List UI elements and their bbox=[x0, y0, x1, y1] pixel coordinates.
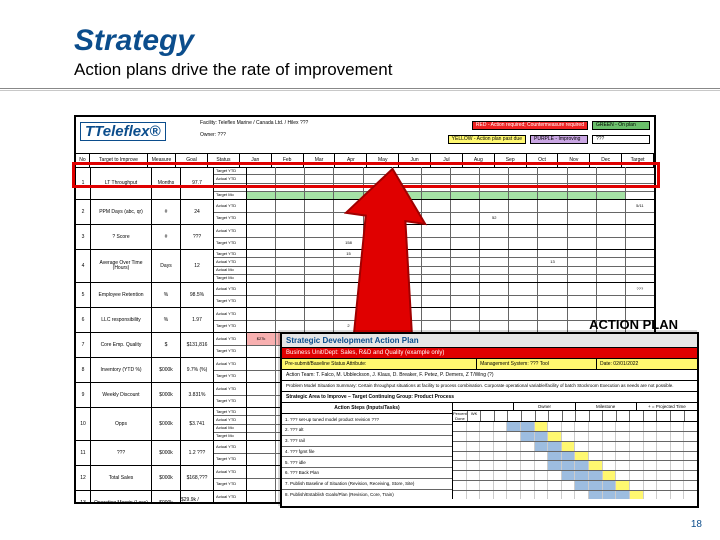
ap-gantt-hdr2: Percent DoneWK bbox=[453, 411, 697, 422]
ap-gantt-hdr1: OwnerMilestone+ = Projected Time bbox=[453, 403, 697, 411]
legend-row-1: RED - Action required; Countermeasure re… bbox=[472, 121, 650, 130]
table-row: 1LT ThroughputMonths97.7Target YTDActual… bbox=[76, 167, 654, 200]
logo: T Teleflex ® bbox=[80, 121, 166, 142]
month-cell: Jan bbox=[240, 153, 272, 167]
ap-status: Pre-submit/Baseline Status Attribute: bbox=[282, 359, 477, 369]
ap-step: 8. Publish/Establish Goals/Plan (Revisio… bbox=[282, 490, 452, 500]
hdr-goal: Goal bbox=[176, 153, 208, 167]
action-plan-panel: Strategic Development Action Plan Busine… bbox=[280, 332, 699, 508]
month-cell: Nov bbox=[558, 153, 590, 167]
month-left-hdr: No Target to Improve Measure Goal bbox=[76, 153, 208, 167]
month-cell: Sep bbox=[495, 153, 527, 167]
legend-yellow: YELLOW - Action plan past due bbox=[448, 135, 526, 144]
ap-step: 4. ??? fgmt file bbox=[282, 447, 452, 458]
month-cell: May bbox=[367, 153, 399, 167]
divider-2 bbox=[0, 90, 720, 91]
month-cell: Apr bbox=[335, 153, 367, 167]
hdr-measure: Measure bbox=[148, 153, 176, 167]
month-cell: Status bbox=[208, 153, 240, 167]
slide-subtitle: Action plans drive the rate of improveme… bbox=[74, 60, 392, 80]
ap-step: 2. ??? alt bbox=[282, 425, 452, 436]
action-plan-gantt: Action Steps (Inputs/Tasks) 1. ??? set-u… bbox=[282, 403, 697, 499]
page-number: 18 bbox=[691, 519, 702, 530]
legend-green: GREEN - On plan bbox=[592, 121, 650, 130]
ap-steps-list: 1. ??? set-up tuned model product revisi… bbox=[282, 414, 452, 499]
divider-1 bbox=[0, 88, 720, 89]
month-cell: Jul bbox=[431, 153, 463, 167]
action-plan-label: ACTION PLAN bbox=[589, 317, 678, 332]
ap-system: Management System: ??? Tool bbox=[477, 359, 597, 369]
scorecard-month-header: No Target to Improve Measure Goal Status… bbox=[76, 153, 654, 168]
table-row: 6LLC responsibility%1.97Actual YTDTarget… bbox=[76, 308, 654, 333]
action-plan-problem: Problem Model Situation Summary: Certain… bbox=[282, 381, 697, 392]
month-cell: Feb bbox=[272, 153, 304, 167]
action-plan-title: Strategic Development Action Plan bbox=[282, 334, 697, 348]
facility-label: Facility: Teleflex Marine / Canada Ltd. … bbox=[200, 121, 308, 126]
legend-blank: ??? bbox=[592, 135, 650, 144]
ap-step: 3. ??? rail bbox=[282, 436, 452, 447]
ap-step: 7. Publish Baseline of Situation (Revisi… bbox=[282, 479, 452, 490]
ap-steps-header: Action Steps (Inputs/Tasks) bbox=[282, 403, 452, 414]
ap-step: 1. ??? set-up tuned model product revisi… bbox=[282, 414, 452, 425]
ap-steps-col: Action Steps (Inputs/Tasks) 1. ??? set-u… bbox=[282, 403, 453, 499]
ap-date: Date: 02/01/2022 bbox=[597, 359, 697, 369]
month-cells: StatusJanFebMarAprMayJunJulAugSepOctNovD… bbox=[208, 153, 654, 167]
month-cell: Aug bbox=[463, 153, 495, 167]
table-row: 2PPM Days (abc, qr)#24Actual YTDTarget Y… bbox=[76, 200, 654, 225]
action-plan-banner: Business Unit/Dept: Sales, R&D and Quali… bbox=[282, 348, 697, 359]
table-row: 5Employee Retention%98.5%Actual YTDTarge… bbox=[76, 283, 654, 308]
month-cell: Mar bbox=[304, 153, 336, 167]
slide: Strategy Action plans drive the rate of … bbox=[0, 0, 720, 540]
action-plan-team: Action Team: T. Falco, M. Ubbleckson, J.… bbox=[282, 370, 697, 381]
owner-label: Owner: ??? bbox=[200, 133, 226, 138]
ap-step: 6. ??? Back Plan bbox=[282, 468, 452, 479]
table-row: 3? Score#???Actual YTDTarget YTD158 bbox=[76, 225, 654, 250]
month-cell: Oct bbox=[527, 153, 559, 167]
logo-text: Teleflex bbox=[94, 124, 149, 139]
action-plan-yellow-row: Pre-submit/Baseline Status Attribute: Ma… bbox=[282, 359, 697, 370]
hdr-no: No bbox=[76, 153, 90, 167]
month-cell: Dec bbox=[590, 153, 622, 167]
ap-step: 5. ??? idle bbox=[282, 457, 452, 468]
month-cell: Jun bbox=[399, 153, 431, 167]
legend-purple: PURPLE - Improving bbox=[530, 135, 588, 144]
legend-red: RED - Action required; Countermeasure re… bbox=[472, 121, 588, 130]
month-cell: Target bbox=[622, 153, 654, 167]
action-plan-improvement: Strategic Area to Improve – Target Conti… bbox=[282, 392, 697, 403]
ap-gantt-col: OwnerMilestone+ = Projected Time Percent… bbox=[453, 403, 697, 499]
ap-gantt-body bbox=[453, 422, 697, 499]
scorecard-header: T Teleflex ® Facility: Teleflex Marine /… bbox=[76, 117, 654, 154]
table-row: 4Average Over Time (Hours)Days12Target Y… bbox=[76, 250, 654, 283]
slide-title: Strategy bbox=[74, 24, 194, 58]
legend-row-2: YELLOW - Action plan past due PURPLE - I… bbox=[448, 135, 650, 144]
hdr-metric: Target to Improve bbox=[90, 153, 148, 167]
